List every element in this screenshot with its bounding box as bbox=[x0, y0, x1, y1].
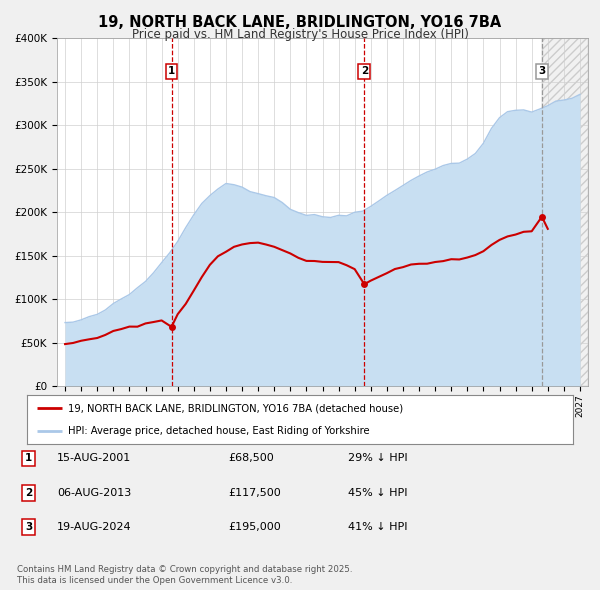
Text: £68,500: £68,500 bbox=[228, 454, 274, 463]
Text: Contains HM Land Registry data © Crown copyright and database right 2025.
This d: Contains HM Land Registry data © Crown c… bbox=[17, 565, 352, 585]
Text: 19, NORTH BACK LANE, BRIDLINGTON, YO16 7BA (detached house): 19, NORTH BACK LANE, BRIDLINGTON, YO16 7… bbox=[68, 404, 403, 414]
Text: 2: 2 bbox=[25, 488, 32, 497]
Text: HPI: Average price, detached house, East Riding of Yorkshire: HPI: Average price, detached house, East… bbox=[68, 425, 370, 435]
Text: 45% ↓ HPI: 45% ↓ HPI bbox=[348, 488, 407, 497]
Text: 06-AUG-2013: 06-AUG-2013 bbox=[57, 488, 131, 497]
Text: 2: 2 bbox=[361, 67, 368, 77]
Text: 1: 1 bbox=[168, 67, 175, 77]
Text: 1: 1 bbox=[25, 454, 32, 463]
Text: 15-AUG-2001: 15-AUG-2001 bbox=[57, 454, 131, 463]
Text: 3: 3 bbox=[538, 67, 545, 77]
Text: 19, NORTH BACK LANE, BRIDLINGTON, YO16 7BA: 19, NORTH BACK LANE, BRIDLINGTON, YO16 7… bbox=[98, 15, 502, 30]
Text: 19-AUG-2024: 19-AUG-2024 bbox=[57, 522, 131, 532]
Text: 29% ↓ HPI: 29% ↓ HPI bbox=[348, 454, 407, 463]
Text: 3: 3 bbox=[25, 522, 32, 532]
Text: 41% ↓ HPI: 41% ↓ HPI bbox=[348, 522, 407, 532]
Text: £117,500: £117,500 bbox=[228, 488, 281, 497]
Text: Price paid vs. HM Land Registry's House Price Index (HPI): Price paid vs. HM Land Registry's House … bbox=[131, 28, 469, 41]
Text: £195,000: £195,000 bbox=[228, 522, 281, 532]
